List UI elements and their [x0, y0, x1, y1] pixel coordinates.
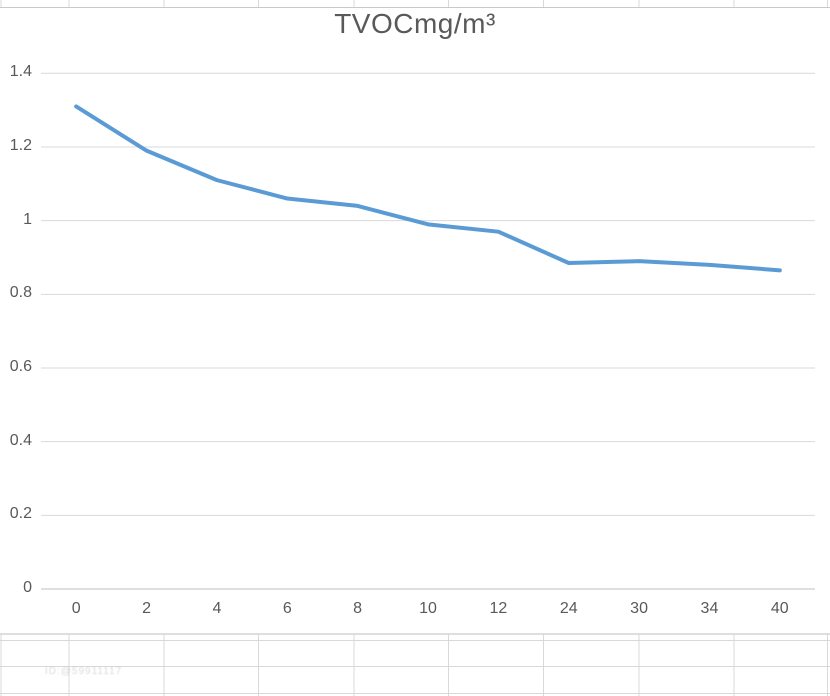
y-tick-label: 0: [23, 579, 32, 596]
y-tick-label: 1.4: [9, 63, 32, 81]
x-tick-label: 34: [700, 600, 719, 617]
y-tick-label: 0.8: [9, 284, 32, 302]
x-tick-label: 30: [630, 600, 648, 617]
x-tick-label: 12: [489, 600, 508, 617]
x-tick-label: 24: [559, 600, 578, 617]
chart-object[interactable]: [0, 8, 830, 634]
x-tick-label: 0: [71, 600, 81, 617]
y-tick-label: 0.2: [9, 505, 32, 523]
y-tick-label: 1.2: [9, 136, 32, 154]
y-tick-label: 1: [23, 210, 32, 228]
y-tick-label: 0.4: [9, 431, 32, 449]
spreadsheet-cells-top[interactable]: [0, 0, 830, 8]
x-tick-label: 4: [212, 600, 222, 617]
chart-title: TVOCmg/m³: [334, 8, 496, 39]
y-tick-label: 0.6: [9, 357, 32, 375]
x-tick-label: 40: [770, 600, 789, 617]
spreadsheet-cells-bottom[interactable]: [0, 634, 830, 696]
x-tick-label: 2: [142, 600, 151, 617]
x-tick-label: 6: [282, 600, 292, 617]
watermark: ID:@59911117: [45, 666, 123, 677]
x-tick-label: 8: [353, 600, 363, 617]
x-tick-label: 10: [419, 600, 437, 617]
